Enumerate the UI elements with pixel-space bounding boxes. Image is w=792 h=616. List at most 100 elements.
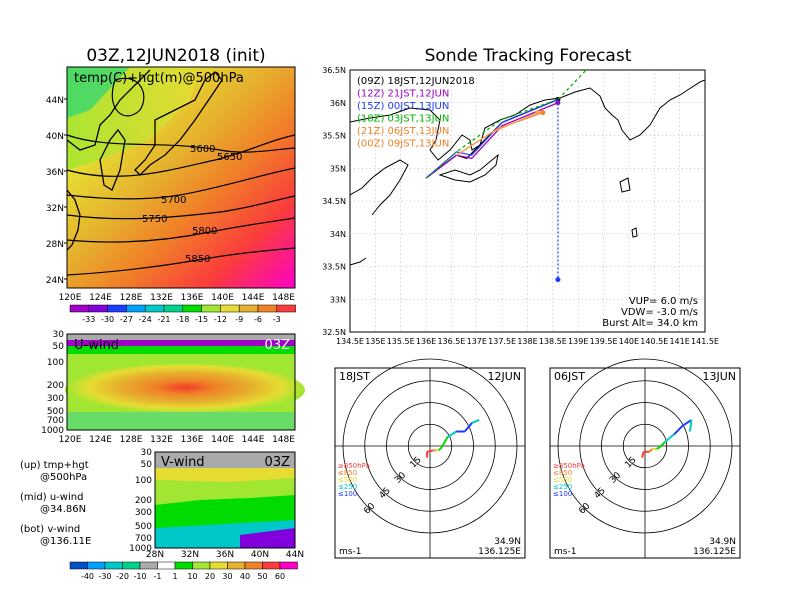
vwind-time: 03Z bbox=[265, 455, 291, 470]
vwind-p-label: 200 bbox=[135, 496, 152, 506]
track-lat-label: 34N bbox=[330, 230, 346, 239]
track-legend-item: (12Z) 21JST,12JUN bbox=[357, 89, 449, 100]
track-line bbox=[425, 102, 559, 179]
uwind-p-label: 700 bbox=[47, 416, 64, 426]
contour-5850 bbox=[66, 247, 296, 276]
uwind-lon-labels: 120E 124E 128E 132E 136E 140E 144E 148E bbox=[59, 435, 296, 445]
temp-colorbar-cell bbox=[201, 304, 221, 313]
uwind-p-label: 30 bbox=[53, 330, 65, 340]
hodo-ring bbox=[601, 402, 689, 490]
wind-colorbar-label: 20 bbox=[205, 572, 215, 581]
track-lat-label: 36.5N bbox=[322, 66, 346, 75]
uwind-lon-label: 120E bbox=[59, 435, 82, 445]
tracking-lon-labels: 134.5E 135E 135.5E 136E 136.5E 137E 137.5E 138E… bbox=[336, 337, 719, 346]
track-lat-label: 32.5N bbox=[322, 328, 346, 337]
contour-5600 bbox=[66, 134, 296, 153]
track-lon-label: 135E bbox=[365, 337, 385, 346]
track-lon-label: 139.5E bbox=[590, 337, 618, 346]
hodo-segment bbox=[673, 424, 684, 436]
contour-label-5700: 5700 bbox=[161, 195, 186, 206]
track-lon-label: 140E bbox=[619, 337, 639, 346]
track-legend-item: (21Z) 06JST,13JUN bbox=[357, 126, 449, 137]
wind-colorbar-cell bbox=[209, 561, 228, 570]
korea-coast bbox=[99, 128, 126, 191]
temp-colorbar-label: -27 bbox=[120, 315, 133, 324]
track-line bbox=[456, 111, 538, 156]
contour-label-5850: 5850 bbox=[185, 254, 210, 265]
temp-colorbar-label: -9 bbox=[235, 315, 243, 324]
uwind-p-label: 100 bbox=[47, 358, 64, 368]
tracking-lat-labels: 36.5N 36N 35.5N 35N 34.5N 34N 33.5N 33N 32.5N bbox=[322, 66, 346, 337]
contour-label-5600: 5600 bbox=[190, 144, 215, 155]
vwind-lat-label: 32N bbox=[181, 550, 199, 560]
temp-colorbar-cell bbox=[220, 304, 240, 313]
track-lon-label: 140.5E bbox=[640, 337, 668, 346]
track-lon-label: 137E bbox=[467, 337, 487, 346]
wind-colorbar-label: 1 bbox=[172, 572, 177, 581]
track-endpoint bbox=[555, 100, 561, 106]
left-legend: (up) tmp+hgt@500hPa (mid) u-wind@34.86N (b… bbox=[20, 460, 91, 547]
hodo-segment bbox=[641, 451, 645, 458]
vwind-purple bbox=[240, 528, 295, 548]
temp-colorbar-label: -15 bbox=[195, 315, 208, 324]
hodo-level: ≥850hPa bbox=[553, 462, 585, 470]
hodo-ring bbox=[407, 423, 453, 469]
vwind-yellow bbox=[155, 468, 295, 482]
hodo-segment bbox=[426, 449, 434, 453]
hodo-ring bbox=[386, 402, 474, 490]
map-lon-label: 140E bbox=[211, 293, 234, 303]
wind-colorbar-cell bbox=[227, 561, 246, 570]
track-param: VUP= 6.0 m/s bbox=[629, 296, 698, 307]
track-param: Burst Alt= 34.0 km bbox=[602, 318, 698, 329]
wind-colorbar-cell bbox=[139, 561, 158, 570]
wind-colorbar-label: 50 bbox=[257, 572, 267, 581]
temp-map: temp(C)+hgt(m)@500hPa 5600 5650 5700 575… bbox=[46, 66, 296, 303]
height-contour-low bbox=[111, 77, 145, 117]
vwind-p-label: 700 bbox=[135, 534, 152, 544]
track-lon-label: 141E bbox=[669, 337, 689, 346]
legend-line: @500hPa bbox=[40, 472, 87, 483]
temp-colorbar-label: -24 bbox=[139, 315, 152, 324]
hodo-lat: 34.9N bbox=[709, 537, 736, 547]
hodo-segment bbox=[656, 446, 660, 450]
temp-colorbar-label: -18 bbox=[176, 315, 189, 324]
track-endpoint bbox=[540, 110, 546, 116]
temp-colorbar-cell bbox=[182, 304, 202, 313]
contour-label-5800: 5800 bbox=[192, 226, 217, 237]
wind-colorbar-cell bbox=[157, 561, 176, 570]
contour-5650 bbox=[66, 134, 296, 177]
track-lat-label: 36N bbox=[330, 99, 346, 108]
track-legend-item: (15Z) 00JST,13JUN bbox=[357, 101, 449, 112]
wind-colorbar-label: 10 bbox=[187, 572, 197, 581]
track-lon-label: 138E bbox=[517, 337, 537, 346]
track-lon-label: 135.5E bbox=[387, 337, 415, 346]
track-lon-label: 141.5E bbox=[691, 337, 719, 346]
hodo-unit: ms-1 bbox=[554, 547, 576, 557]
hodo-time: 18JST bbox=[339, 370, 370, 383]
map-frame bbox=[66, 66, 296, 289]
legend-line: @34.86N bbox=[40, 504, 86, 515]
track-legend-item: (18Z) 03JST,13JUN bbox=[357, 114, 449, 125]
wind-colorbar-label: -40 bbox=[81, 572, 94, 581]
temp-colorbar-label: -12 bbox=[214, 315, 227, 324]
uwind-p-label: 1000 bbox=[41, 426, 64, 436]
island-1 bbox=[619, 177, 631, 193]
vwind-p-label: 1000 bbox=[129, 544, 152, 554]
uwind-frame bbox=[66, 333, 296, 431]
hodo-level: ≤850 bbox=[338, 469, 357, 477]
map-lon-label: 128E bbox=[120, 293, 143, 303]
track-legend-item: (09Z) 18JST,12JUN2018 bbox=[357, 76, 475, 87]
uwind-jet bbox=[65, 364, 305, 416]
uwind-green-band bbox=[67, 346, 295, 354]
track-line bbox=[425, 70, 588, 179]
map-lon-label: 132E bbox=[150, 293, 173, 303]
track-lon-label: 138.5E bbox=[539, 337, 567, 346]
wind-colorbar-cell bbox=[244, 561, 263, 570]
map-lat-label: 28N bbox=[46, 240, 64, 250]
map-lon-label: 148E bbox=[272, 293, 295, 303]
